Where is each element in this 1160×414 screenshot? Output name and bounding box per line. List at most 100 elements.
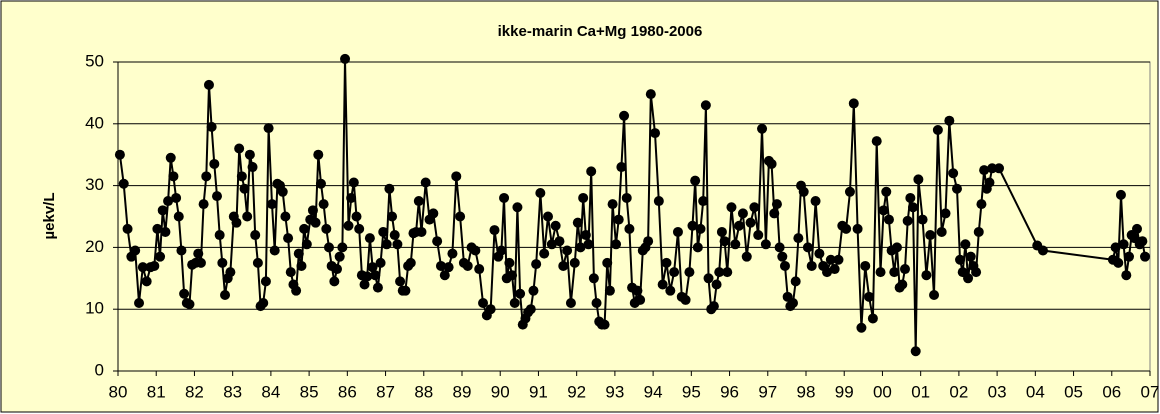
y-tick-label: 20 [85, 237, 104, 256]
x-tick-label: 86 [338, 382, 357, 401]
data-point [583, 239, 594, 250]
data-point [285, 267, 296, 278]
data-point [420, 177, 431, 188]
data-point [554, 236, 565, 247]
data-point [299, 223, 310, 234]
data-point [806, 260, 817, 271]
data-point [871, 136, 882, 147]
x-tick-label: 87 [376, 382, 395, 401]
data-point [616, 162, 627, 173]
x-tick-label: 00 [873, 382, 892, 401]
data-point [195, 257, 206, 268]
data-point [833, 254, 844, 265]
data-point [891, 242, 902, 253]
data-point [607, 199, 618, 210]
x-tick-label: 02 [949, 382, 968, 401]
data-point [741, 251, 752, 262]
data-point [1137, 236, 1148, 247]
data-point [400, 285, 411, 296]
data-point [263, 123, 274, 134]
data-point [737, 208, 748, 219]
data-point [661, 257, 672, 268]
data-point [586, 166, 597, 177]
data-point [137, 262, 148, 273]
data-point [141, 276, 152, 287]
data-point [716, 226, 727, 237]
data-point [822, 267, 833, 278]
data-point [810, 196, 821, 207]
data-point [722, 267, 733, 278]
data-point [856, 322, 867, 333]
data-point [848, 98, 859, 109]
data-point [829, 264, 840, 275]
data-point [323, 242, 334, 253]
data-point [621, 192, 632, 203]
data-point [474, 264, 485, 275]
data-point [225, 267, 236, 278]
data-point [734, 220, 745, 231]
data-point [499, 192, 510, 203]
data-point [653, 196, 664, 207]
data-point [881, 186, 892, 197]
x-tick-label: 88 [414, 382, 433, 401]
y-tick-label: 30 [85, 175, 104, 194]
data-point [346, 192, 357, 203]
data-point [994, 163, 1005, 174]
data-point [774, 242, 785, 253]
data-point [569, 257, 580, 268]
data-point [749, 202, 760, 213]
data-point [155, 251, 166, 262]
data-point [703, 273, 714, 284]
data-point [307, 205, 318, 216]
data-point [231, 217, 242, 228]
data-point [206, 121, 217, 132]
data-point [455, 211, 466, 222]
data-point [332, 264, 343, 275]
data-point [301, 239, 312, 250]
data-point [572, 217, 583, 228]
x-tick-label: 92 [567, 382, 586, 401]
data-point [798, 186, 809, 197]
data-point [283, 233, 294, 244]
data-point [416, 226, 427, 237]
data-point [343, 220, 354, 231]
data-point [507, 270, 518, 281]
data-point [171, 192, 182, 203]
data-point [908, 202, 919, 213]
data-point [578, 192, 589, 203]
data-point [777, 251, 788, 262]
data-point [242, 211, 253, 222]
data-point [152, 223, 163, 234]
data-point [955, 254, 966, 265]
data-point [632, 285, 643, 296]
data-point [451, 171, 462, 182]
data-point [917, 214, 928, 225]
data-point [496, 245, 507, 256]
data-point [239, 183, 250, 194]
data-point [354, 223, 365, 234]
data-point [244, 149, 255, 160]
data-point [604, 285, 615, 296]
data-point [163, 196, 174, 207]
data-point [558, 260, 569, 271]
data-point [665, 285, 676, 296]
data-point [209, 158, 220, 169]
data-point [684, 267, 695, 278]
data-point [340, 53, 351, 64]
data-point [395, 276, 406, 287]
x-tick-label: 07 [1141, 382, 1160, 401]
data-point [940, 208, 951, 219]
data-point [435, 260, 446, 271]
data-point [976, 199, 987, 210]
data-point [745, 217, 756, 228]
data-point [814, 248, 825, 259]
x-tick-label: 01 [911, 382, 930, 401]
data-point [889, 267, 900, 278]
data-point [700, 100, 711, 111]
data-point [260, 276, 271, 287]
data-point [428, 208, 439, 219]
data-point [489, 225, 500, 236]
data-point [387, 211, 398, 222]
data-point [588, 273, 599, 284]
